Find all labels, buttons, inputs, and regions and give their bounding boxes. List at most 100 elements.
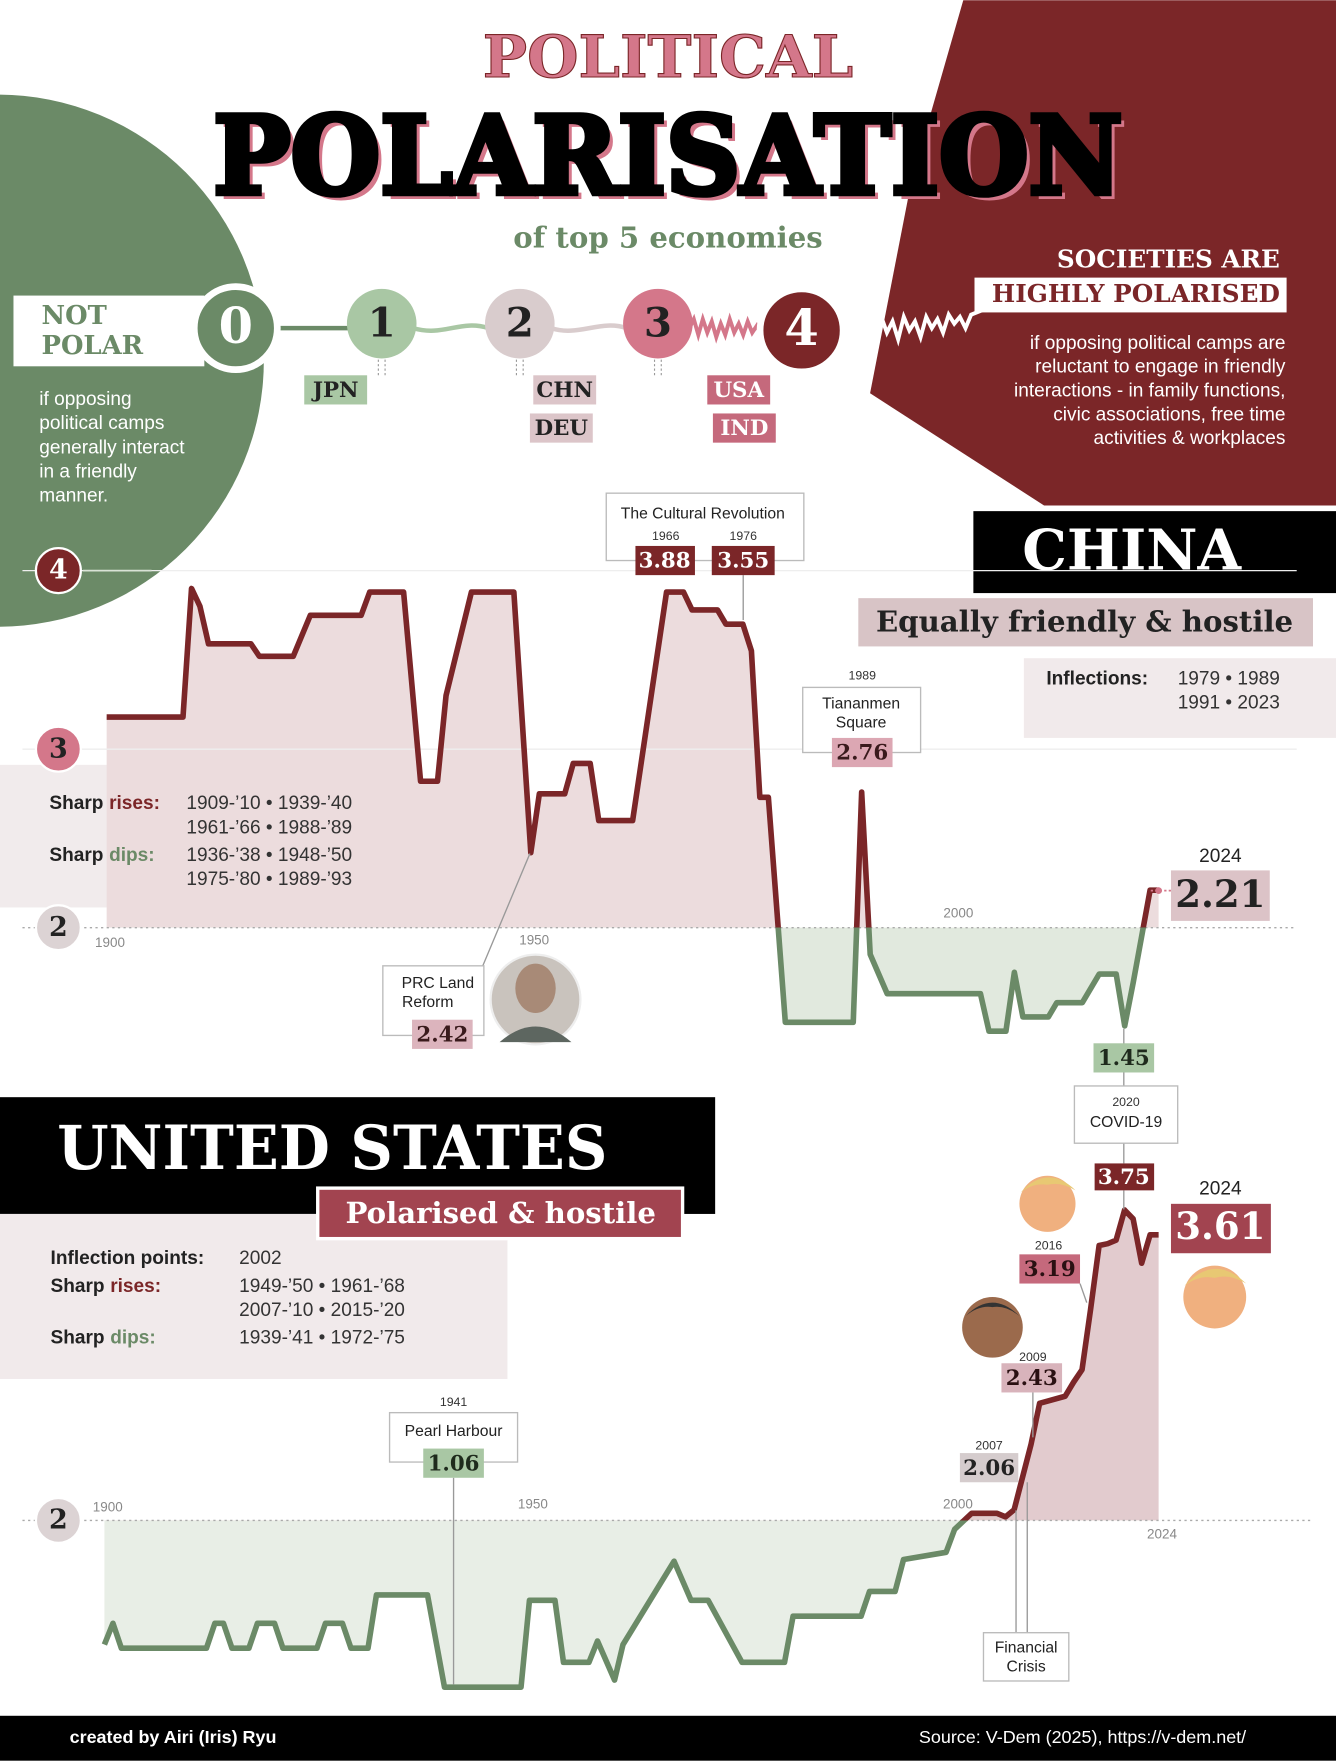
low-desc: manner.	[39, 486, 108, 507]
country-tag	[707, 375, 771, 405]
annotation-value: 2.21	[1175, 872, 1265, 916]
scale-label: 1	[368, 298, 396, 346]
scale-label: 0	[219, 297, 253, 355]
high-desc: interactions - in family functions,	[1014, 381, 1285, 402]
annotation-value: 3.75	[1098, 1165, 1150, 1190]
value-box	[1094, 1163, 1155, 1191]
annotation-value: 1.45	[1098, 1046, 1150, 1071]
red-shape	[870, 0, 1336, 506]
scale-link	[550, 323, 628, 333]
scale-node	[190, 283, 281, 374]
annotation-year: 1976	[730, 529, 758, 543]
info-label: Sharp dips:	[51, 1328, 156, 1349]
area-fill	[106, 588, 1159, 1032]
info-box	[0, 1213, 508, 1379]
scale-label: 2	[506, 298, 534, 346]
high-desc: activities & workplaces	[1094, 428, 1286, 449]
annotation-year: 2009	[1019, 1350, 1047, 1364]
high-desc: reluctant to engage in friendly	[1035, 357, 1286, 378]
source: Source: V-Dem (2025), https://v-dem.net/	[919, 1727, 1246, 1747]
y-tick-marker	[34, 904, 82, 952]
value-box	[423, 1448, 484, 1478]
info-label: Inflection points:	[51, 1248, 205, 1269]
x-tick-label: 1900	[93, 1500, 123, 1515]
country-code: CHN	[536, 378, 593, 403]
title-top: POLITICAL	[483, 22, 853, 91]
annotation-year: 2024	[1199, 1178, 1242, 1199]
info-value: 1961-’66 • 1988-’89	[186, 817, 352, 838]
info-label-key: dips:	[109, 845, 155, 866]
portrait-hair	[1184, 1268, 1247, 1286]
x-tick-label: 1950	[519, 933, 549, 948]
scale-label: 3	[644, 298, 672, 346]
x-tick-label: 2024	[1147, 1527, 1177, 1542]
low-desc: if opposing	[39, 389, 131, 410]
info-label-key: dips:	[110, 1328, 156, 1349]
portrait-face	[515, 963, 556, 1013]
annotation-value: 2.42	[416, 1022, 468, 1047]
country-code: USA	[713, 378, 764, 403]
annotation-title: COVID-19	[1090, 1114, 1162, 1131]
info-label-key: rises:	[109, 793, 160, 814]
chart-title: CHINA	[1022, 518, 1242, 584]
annotation-value: 2.76	[836, 741, 888, 766]
plots	[22, 359, 1314, 1690]
x-tick-label: 2000	[943, 1496, 973, 1511]
info-label: Inflections:	[1046, 669, 1148, 690]
line	[106, 585, 1159, 1034]
info-value: 1991 • 2023	[1178, 693, 1280, 714]
info-label: Sharp rises:	[49, 793, 160, 814]
portrait	[1183, 1265, 1247, 1329]
subtitle-box	[854, 594, 1317, 650]
annotation-year: 1966	[652, 529, 680, 543]
info-value: 1975-’80 • 1989-’93	[186, 869, 352, 890]
endpoint-dot	[1155, 887, 1162, 894]
high-label: HIGHLY POLARISED	[992, 279, 1280, 308]
scale-label: 4	[784, 299, 818, 357]
annotation-year: 2007	[975, 1439, 1003, 1453]
scale-link	[687, 312, 763, 344]
portrait-hair	[965, 1302, 1020, 1317]
value-box	[1019, 1254, 1081, 1284]
low-desc: in a friendly	[39, 461, 137, 482]
info-label-prefix: Sharp	[49, 793, 103, 814]
annotation-value: 3.19	[1024, 1257, 1076, 1282]
info-value: 1936-’38 • 1948-’50	[186, 845, 352, 866]
leader	[482, 853, 531, 967]
info-value: 1979 • 1989	[1178, 669, 1280, 690]
credit: created by Airi (Iris) Ryu	[70, 1727, 277, 1747]
country-code: IND	[720, 416, 768, 441]
footer-bar	[0, 1715, 1336, 1761]
low-box	[13, 295, 205, 367]
info-label-key: rises:	[110, 1276, 161, 1297]
chart-title: UNITED STATES	[57, 1113, 607, 1184]
info-label-prefix: Sharp	[49, 845, 103, 866]
annotation-value: 3.61	[1175, 1204, 1265, 1248]
annotation-title: The Cultural Revolution	[621, 506, 785, 523]
annotation-year: 1941	[440, 1395, 468, 1409]
annotation-year: 2016	[1035, 1239, 1063, 1253]
y-tick-marker	[34, 725, 82, 773]
country-tag	[712, 413, 776, 443]
y-tick-label: 2	[49, 912, 68, 943]
high-desc: civic associations, free time	[1053, 404, 1285, 425]
country-tag	[533, 375, 597, 405]
chart-subtitle: Equally friendly & hostile	[876, 604, 1293, 638]
annotation-value: 1.06	[428, 1451, 480, 1476]
portrait	[1019, 1175, 1076, 1232]
annotations-china: The Cultural Revolution 1966 1976 3.88 3…	[382, 492, 1270, 1164]
low-desc: political camps	[39, 413, 164, 434]
scale-node	[346, 288, 417, 359]
annotation-title: Crisis	[1007, 1659, 1046, 1676]
info-value: 1909-’10 • 1939-’40	[186, 793, 352, 814]
value-box	[959, 1453, 1019, 1483]
y-tick-marker	[34, 1496, 82, 1545]
portrait	[962, 1297, 1023, 1358]
area-fill	[104, 1210, 1159, 1688]
y-tick-label: 4	[49, 555, 68, 586]
portrait-hair	[1020, 1177, 1076, 1193]
annotation-value: 3.55	[717, 549, 769, 574]
country-tag	[304, 375, 368, 405]
y-tick-marker	[34, 547, 82, 595]
info-value: 2002	[239, 1248, 281, 1269]
